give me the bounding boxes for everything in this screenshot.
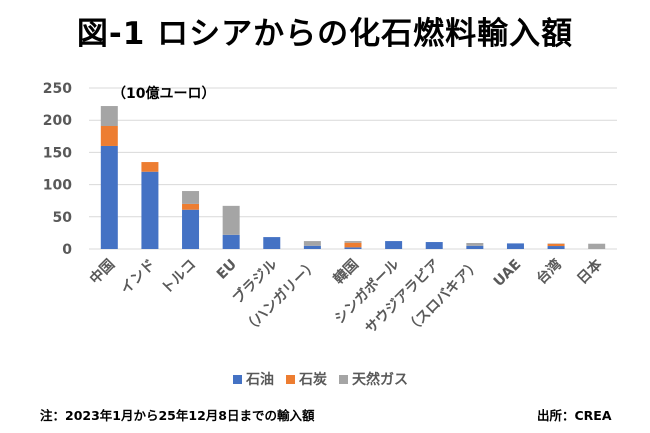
chart-title: 図-1 ロシアからの化石燃料輸入額	[76, 16, 574, 52]
bar-segment	[100, 125, 118, 146]
bar-segment	[141, 171, 159, 249]
y-tick-label: 250	[43, 81, 72, 97]
y-tick-label: 0	[62, 242, 72, 258]
bar-segment	[100, 106, 118, 126]
y-tick-label: 50	[53, 210, 73, 226]
y-tick-label: 200	[43, 113, 72, 129]
bar-segment	[182, 191, 200, 204]
legend-swatch	[286, 375, 295, 384]
bar-segment	[344, 247, 362, 249]
bar-segment	[588, 243, 606, 249]
bar-segment	[425, 242, 443, 249]
x-category-label: 韓国	[330, 256, 362, 288]
bar-segment	[141, 162, 159, 172]
y-tick-label: 150	[43, 145, 72, 161]
x-category-label: トルコ	[159, 257, 200, 298]
y-tick-label: 100	[43, 178, 72, 194]
bar-segment	[222, 205, 240, 235]
footnote: 注：2023年1月から25年12月8日までの輸入額	[40, 408, 315, 423]
bar-segment	[303, 245, 321, 249]
bar-segment	[547, 246, 565, 249]
bar-segment	[344, 241, 362, 243]
x-category-label: EU	[214, 257, 240, 283]
bar-segment	[506, 243, 524, 249]
x-category-label: 日本	[574, 255, 607, 288]
unit-label: （10億ユーロ）	[112, 85, 215, 102]
legend-label: 石油	[245, 371, 274, 388]
bar-segment	[385, 241, 403, 249]
x-category-label: 台湾	[533, 256, 565, 288]
bar-segment	[466, 243, 484, 246]
bar-segment	[263, 237, 281, 249]
x-category-label: （スロバキア）	[403, 257, 484, 338]
bar-segment	[303, 241, 321, 246]
bar-segment	[182, 209, 200, 249]
bar-segment	[100, 145, 118, 249]
bar-segment	[222, 234, 240, 249]
x-category-label: （ハンガリー）	[241, 257, 322, 338]
x-category-label: UAE	[491, 257, 524, 290]
bar-segment	[182, 203, 200, 210]
bar-segment	[344, 242, 362, 248]
legend-label: 石炭	[298, 371, 327, 388]
x-category-label: 中国	[86, 256, 118, 288]
legend-label: 天然ガス	[352, 371, 408, 388]
legend-swatch	[233, 375, 242, 384]
bar-segment	[466, 245, 484, 249]
x-category-label: インド	[118, 257, 159, 298]
legend-swatch	[339, 375, 348, 384]
source-note: 出所：CREA	[537, 408, 612, 423]
bar-segment	[547, 243, 565, 247]
